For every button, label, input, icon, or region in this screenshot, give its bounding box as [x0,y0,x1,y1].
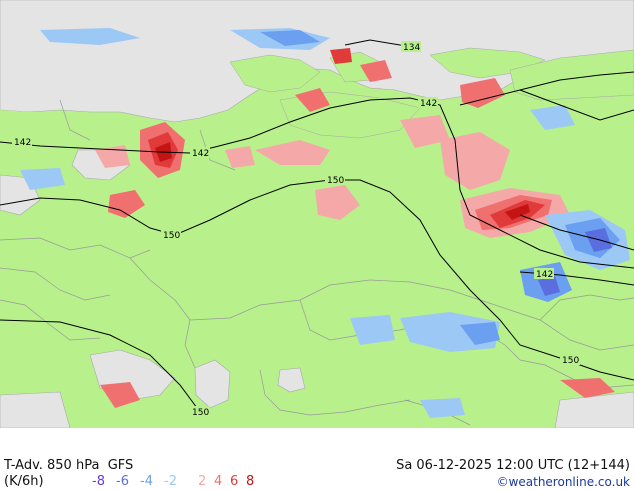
isoline-142-east [459,71,634,106]
legend-item: 6 [230,474,239,489]
isoline-label: 134 [403,43,420,53]
isoline-label: 142 [14,138,31,148]
units-label: (K/6h) [4,474,44,489]
legend-item: -8 [92,474,105,489]
isolines [0,39,634,413]
isoline-label: 150 [192,408,209,418]
map-title: T-Adv. 850 hPa GFS [4,458,133,474]
cold-advection [20,28,630,418]
isoline-150-east [519,89,634,121]
legend-item: -6 [116,474,129,489]
northern-land [229,47,634,139]
isoline-label: 150 [163,231,180,241]
legend-item: -4 [140,474,153,489]
credit-link[interactable]: ©weatheronline.co.uk [496,475,630,489]
legend-item: 8 [246,474,255,489]
isoline-142-west [0,97,634,269]
model-name: GFS [107,458,134,473]
isoline-labels: 134 142 142 142 142 150 150 150 150 [12,41,580,418]
isoline-label: 142 [420,99,437,109]
legend-item: 2 [198,474,207,489]
map-footer: T-Adv. 850 hPa GFS (K/6h) Sa 06-12-2025 … [0,428,634,490]
legend-item: -2 [164,474,177,489]
isoline-label: 142 [192,149,209,159]
isoline-150-ne [519,214,634,251]
isoline-label: 150 [327,176,344,186]
valid-datetime: Sa 06-12-2025 12:00 UTC (12+144) [396,458,630,473]
isoline-150-sw [0,319,201,413]
legend-item: 4 [214,474,223,489]
isoline-label: 150 [562,356,579,366]
warm-advection [95,48,615,408]
isoline-label: 142 [536,270,553,280]
weather-map: 134 142 142 142 142 150 150 150 150 [0,0,634,428]
parameter-title: T-Adv. 850 hPa [4,458,100,473]
